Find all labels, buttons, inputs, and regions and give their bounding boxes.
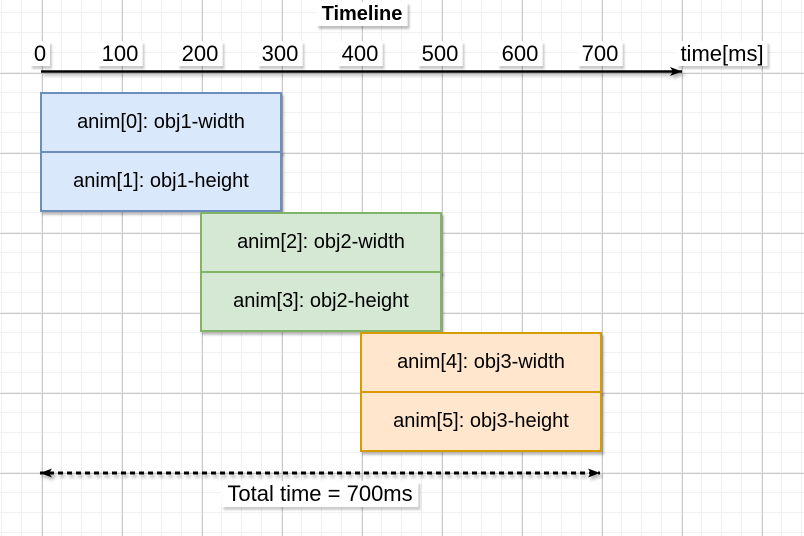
- timeline-bar-anim-2[interactable]: anim[2]: obj2-width: [200, 212, 442, 273]
- axis-tick-0: 0: [29, 41, 51, 66]
- diagram-title: Timeline: [316, 2, 408, 26]
- timeline-bar-anim-5[interactable]: anim[5]: obj3-height: [360, 391, 602, 452]
- axis-tick-600: 600: [497, 41, 543, 66]
- timeline-bar-anim-3[interactable]: anim[3]: obj2-height: [200, 271, 442, 332]
- timeline-bar-label: anim[4]: obj3-width: [397, 351, 565, 373]
- timeline-bar-label: anim[2]: obj2-width: [237, 231, 405, 253]
- axis-tick-500: 500: [417, 41, 463, 66]
- timeline-bar-anim-4[interactable]: anim[4]: obj3-width: [360, 332, 602, 393]
- timeline-bar-label: anim[1]: obj1-height: [73, 170, 249, 192]
- timeline-bar-label: anim[3]: obj2-height: [233, 290, 409, 312]
- axis-unit-label: time[ms]: [676, 41, 768, 66]
- axis-tick-700: 700: [577, 41, 623, 66]
- timeline-bar-label: anim[5]: obj3-height: [393, 410, 569, 432]
- axis-tick-400: 400: [337, 41, 383, 66]
- axis-tick-100: 100: [97, 41, 143, 66]
- axis-tick-200: 200: [177, 41, 223, 66]
- axis-tick-300: 300: [257, 41, 303, 66]
- timeline-bar-anim-0[interactable]: anim[0]: obj1-width: [40, 92, 282, 153]
- timeline-bar-anim-1[interactable]: anim[1]: obj1-height: [40, 151, 282, 212]
- timeline-bar-label: anim[0]: obj1-width: [77, 111, 245, 133]
- total-time-label: Total time = 700ms: [221, 481, 419, 507]
